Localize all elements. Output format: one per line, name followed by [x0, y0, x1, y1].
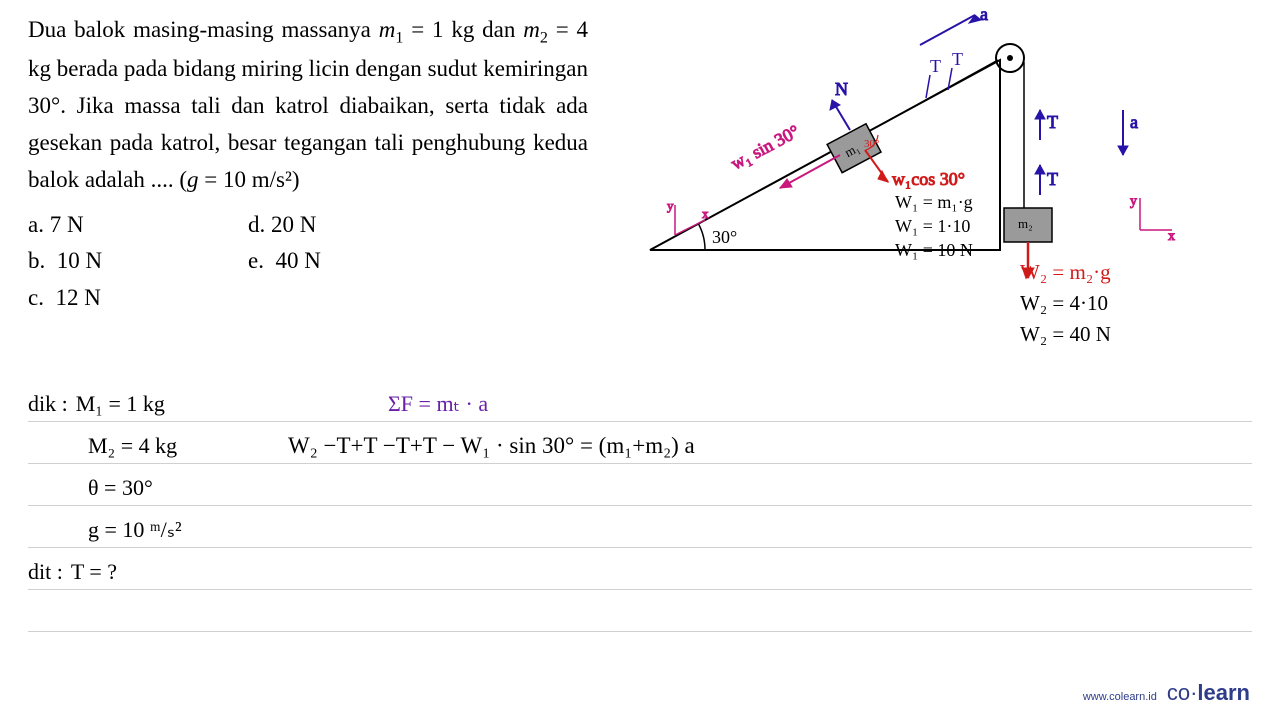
- problem-text: Dua balok masing-masing massanya m1 = 1 …: [28, 12, 588, 199]
- svg-text:T: T: [952, 49, 963, 69]
- given-m2: M₂ = 4 kg: [88, 433, 177, 459]
- eq-expanded: W₂ −T+T −T+T − W₁ · sin 30° = (m₁+m₂) a: [288, 433, 695, 459]
- svg-text:T: T: [930, 56, 941, 76]
- svg-text:30°: 30°: [712, 227, 737, 247]
- physics-diagram: 30° m₁ 30° m₂ a T T: [640, 10, 1240, 290]
- option-b: b. 10 N: [28, 243, 248, 280]
- svg-text:x: x: [702, 206, 709, 221]
- svg-text:a: a: [980, 10, 988, 24]
- work-line-1: dik : M₁ = 1 kg ΣF = mₜ · a: [28, 380, 1252, 422]
- work-line-6: [28, 590, 1252, 632]
- worksheet-area: dik : M₁ = 1 kg ΣF = mₜ · a M₂ = 4 kg W₂…: [28, 380, 1252, 632]
- eq-sigmaF: ΣF = mₜ · a: [388, 391, 488, 417]
- given-theta: θ = 30°: [88, 475, 153, 501]
- svg-text:y: y: [667, 198, 674, 213]
- option-d: d. 20 N: [248, 207, 316, 244]
- svg-text:m₂: m₂: [1018, 216, 1033, 231]
- svg-text:a: a: [1130, 112, 1138, 132]
- given-g: g = 10 ᵐ/ₛ²: [88, 517, 182, 543]
- dit-label: dit :: [28, 559, 63, 585]
- footer-logo: co·learn: [1167, 680, 1250, 706]
- footer: www.colearn.id co·learn: [1083, 680, 1250, 706]
- svg-text:y: y: [1130, 194, 1137, 209]
- problem-statement: Dua balok masing-masing massanya m1 = 1 …: [28, 12, 588, 317]
- work-line-4: g = 10 ᵐ/ₛ²: [28, 506, 1252, 548]
- w2-formula: W₂ = m₂·g: [1020, 260, 1111, 285]
- svg-text:W₁ = 10 N: W₁ = 10 N: [895, 240, 973, 260]
- asked-T: T = ?: [71, 559, 117, 585]
- svg-text:W₁ = m₁·g: W₁ = m₁·g: [895, 192, 973, 212]
- svg-text:T: T: [1047, 169, 1058, 189]
- svg-text:w₁ sin 30°: w₁ sin 30°: [727, 121, 802, 174]
- svg-text:N: N: [835, 79, 848, 99]
- w2-substitution: W₂ = 4·10: [1020, 291, 1111, 316]
- option-c: c. 12 N: [28, 280, 248, 317]
- svg-text:x: x: [1168, 229, 1175, 244]
- work-line-2: M₂ = 4 kg W₂ −T+T −T+T − W₁ · sin 30° = …: [28, 422, 1252, 464]
- options-list: a. 7 N d. 20 N b. 10 N e. 40 N c. 12 N: [28, 207, 588, 317]
- svg-text:W₁ = 1·10: W₁ = 1·10: [895, 216, 970, 236]
- option-e: e. 40 N: [248, 243, 321, 280]
- given-m1: M₁ = 1 kg: [76, 391, 165, 417]
- footer-url: www.colearn.id: [1083, 691, 1157, 703]
- dik-label: dik :: [28, 391, 68, 417]
- work-line-3: θ = 30°: [28, 464, 1252, 506]
- svg-text:w₁cos 30°: w₁cos 30°: [892, 169, 965, 189]
- w2-result: W₂ = 40 N: [1020, 322, 1111, 347]
- work-line-5: dit : T = ?: [28, 548, 1252, 590]
- svg-text:T: T: [1047, 112, 1058, 132]
- w2-calculation: W₂ = m₂·g W₂ = 4·10 W₂ = 40 N: [1020, 260, 1111, 353]
- svg-text:30°: 30°: [864, 138, 879, 150]
- option-a: a. 7 N: [28, 207, 248, 244]
